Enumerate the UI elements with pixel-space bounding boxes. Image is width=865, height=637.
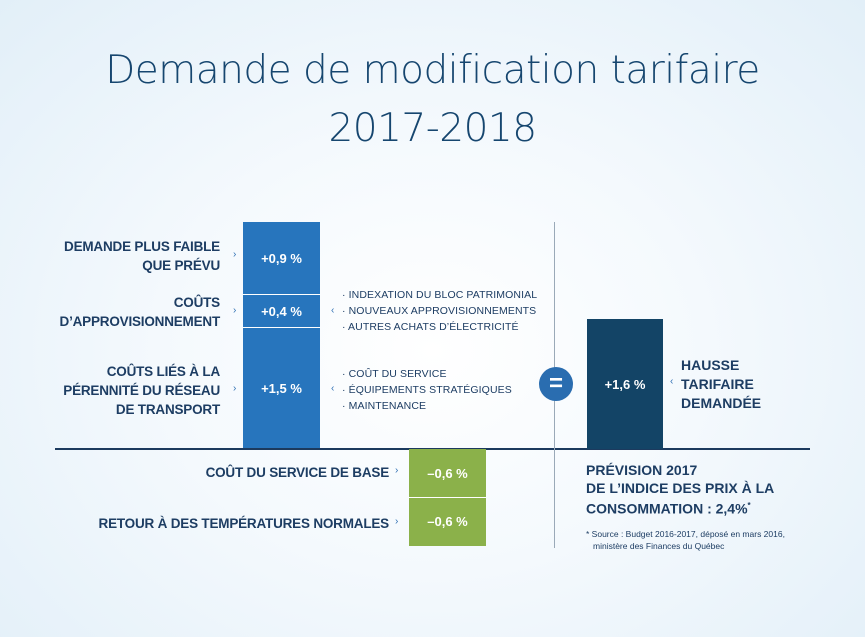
label-base-service: COÛT DU SERVICE DE BASE [205,465,390,480]
arrow-left-icon: ‹ [331,305,335,316]
arrow-icon: › [395,516,399,527]
bar-total: +1,6 % [587,319,663,449]
bar-temperatures-value: –0,6 % [427,514,468,530]
footnote: * Source : Budget 2016-2017, déposé en m… [586,529,785,551]
bullets-supply: · INDEXATION DU BLOC PATRIMONIAL · NOUVE… [342,289,538,333]
arrow-icon: › [233,305,237,316]
bar-supply-value: +0,4 % [261,303,302,319]
page-title: Demande de modification tarifaire [105,48,760,93]
bar-total-value: +1,6 % [604,376,646,392]
arrow-left-icon: ‹ [331,383,335,394]
bullets-network: · COÛT DU SERVICE · ÉQUIPEMENTS STRATÉGI… [342,368,512,412]
forecast-text: PRÉVISION 2017 DE L’INDICE DES PRIX À LA… [586,462,775,517]
label-demand: DEMANDE PLUS FAIBLE QUE PRÉVU [64,239,220,273]
label-temperatures: RETOUR À DES TEMPÉRATURES NORMALES [98,516,390,531]
arrow-left-icon: ‹ [670,376,674,387]
label-supply: COÛTS D’APPROVISIONNEMENT [59,295,221,329]
bar-demand-value: +0,9 % [261,251,302,267]
arrow-icon: › [233,383,237,394]
bar-base-service-value: –0,6 % [427,465,468,481]
bar-supply: +0,4 % [243,295,320,328]
bar-demand: +0,9 % [243,222,320,296]
label-result: HAUSSE TARIFAIRE DEMANDÉE [681,357,762,411]
equals-icon: = [539,367,573,401]
bar-network: +1,5 % [243,327,320,449]
bar-temperatures: –0,6 % [409,497,486,547]
page-subtitle: 2017-2018 [328,106,537,151]
arrow-icon: › [233,249,237,260]
forecast-value: CONSOMMATION : 2,4% [586,500,748,517]
bar-base-service: –0,6 % [409,449,486,498]
arrow-icon: › [395,465,399,476]
bar-network-value: +1,5 % [261,380,302,396]
label-network: COÛTS LIÉS À LA PÉRENNITÉ DU RÉSEAU DE T… [63,364,220,417]
footnote-marker: * [747,501,751,510]
